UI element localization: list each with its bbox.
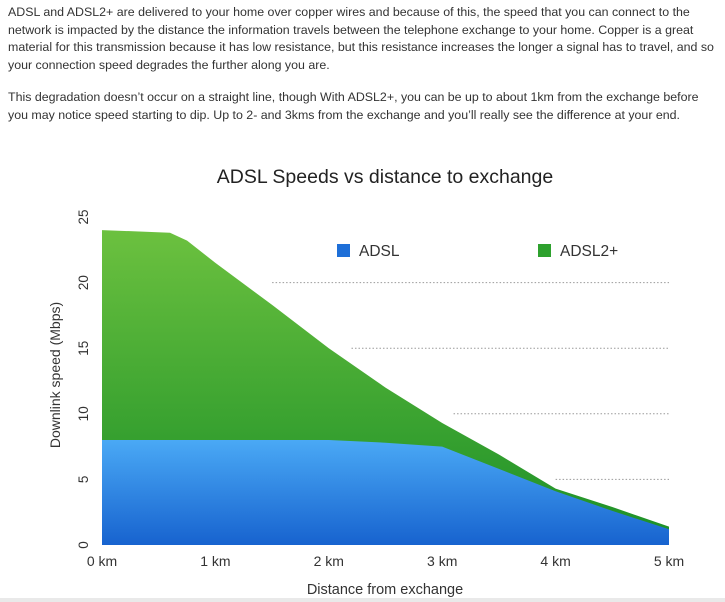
y-tick-label: 20	[76, 275, 91, 290]
area-adsl	[102, 440, 669, 545]
y-tick-label: 10	[76, 406, 91, 421]
x-tick-label: 1 km	[200, 553, 230, 569]
y-tick-label: 0	[76, 541, 91, 549]
adsl-speed-chart: ADSL Speeds vs distance to exchange 0 km…	[47, 166, 684, 598]
paragraph-intro: ADSL and ADSL2+ are delivered to your ho…	[8, 5, 714, 72]
x-axis-label: Distance from exchange	[307, 582, 463, 598]
y-tick-label: 25	[76, 209, 91, 224]
paragraph-degradation: This degradation doesn’t occur on a stra…	[8, 90, 699, 122]
legend-swatch-adsl2	[538, 244, 551, 257]
legend-swatch-adsl	[337, 244, 350, 257]
x-tick-label: 3 km	[427, 553, 457, 569]
x-tick-label: 4 km	[540, 553, 570, 569]
chart-title: ADSL Speeds vs distance to exchange	[217, 166, 553, 188]
legend-label: ADSL	[359, 243, 400, 260]
y-tick-label: 15	[76, 341, 91, 356]
x-tick-label: 0 km	[87, 553, 117, 569]
bottom-divider	[0, 598, 725, 602]
x-tick-label: 5 km	[654, 553, 684, 569]
x-tick-label: 2 km	[314, 553, 344, 569]
y-axis-label: Downlink speed (Mbps)	[47, 302, 63, 448]
y-tick-label: 5	[76, 476, 91, 484]
legend-label: ADSL2+	[560, 243, 618, 260]
